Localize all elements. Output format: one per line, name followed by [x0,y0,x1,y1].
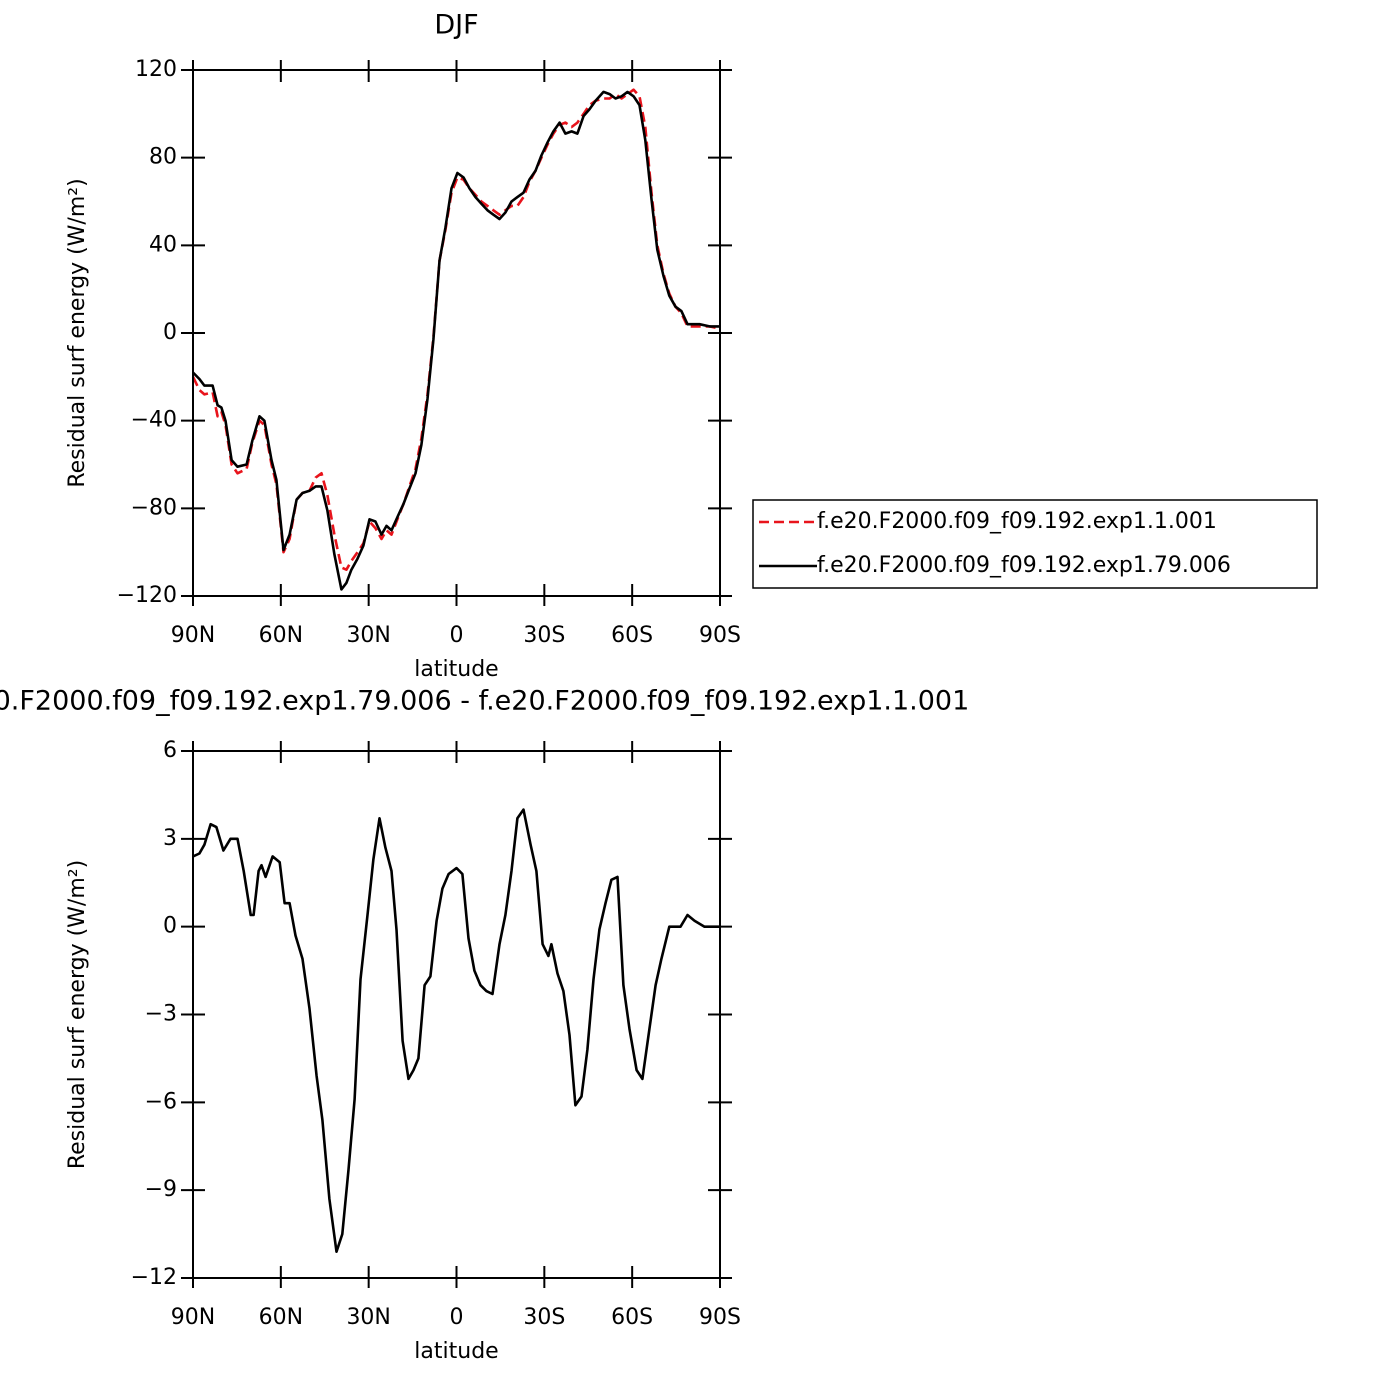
y-tick-label: −12 [131,1265,177,1290]
x-tick-label: 60N [259,623,303,648]
y-tick-label: −80 [131,495,177,520]
x-tick-label: 30S [523,1305,565,1330]
x-tick-label: 60S [611,623,653,648]
x-tick-label: 30N [346,623,390,648]
x-axis-label: latitude [414,1339,498,1364]
legend-box [752,499,1318,589]
plot-frame [192,750,721,1279]
y-tick-label: −3 [145,1002,177,1027]
x-tick-label: 0 [450,623,464,648]
x-tick-label: 0 [450,1305,464,1330]
x-tick-label: 30S [523,623,565,648]
plot-frame [192,69,721,597]
y-tick-label: 6 [163,738,177,763]
chart-title: DJF [434,10,478,41]
y-tick-label: 0 [163,320,177,345]
y-axis-label: Residual surf energy (W/m²) [65,178,90,487]
y-tick-label: 40 [149,232,177,257]
x-tick-label: 60N [259,1305,303,1330]
x-tick-label: 90S [699,1305,741,1330]
y-tick-label: 120 [135,57,177,82]
y-tick-label: 80 [149,145,177,170]
x-axis-label: latitude [414,657,498,682]
x-tick-label: 30N [346,1305,390,1330]
legend-label: f.e20.F2000.f09_f09.192.exp1.1.001 [817,509,1217,534]
x-tick-label: 90S [699,623,741,648]
y-tick-label: −6 [145,1089,177,1114]
data-line [192,808,720,1253]
x-tick-label: 90N [171,623,215,648]
data-line [191,88,721,571]
y-tick-label: 0 [163,914,177,939]
legend-label: f.e20.F2000.f09_f09.192.exp1.79.006 [817,553,1231,578]
y-tick-label: −120 [117,583,177,608]
y-tick-label: −40 [131,408,177,433]
y-axis-label: Residual surf energy (W/m²) [65,860,90,1169]
y-tick-label: −9 [145,1177,177,1202]
x-tick-label: 90N [171,1305,215,1330]
x-tick-label: 60S [611,1305,653,1330]
chart-title: f.e20.F2000.f09_f09.192.exp1.79.006 - f.… [0,686,969,717]
y-tick-label: 3 [163,826,177,851]
data-line [192,90,720,591]
